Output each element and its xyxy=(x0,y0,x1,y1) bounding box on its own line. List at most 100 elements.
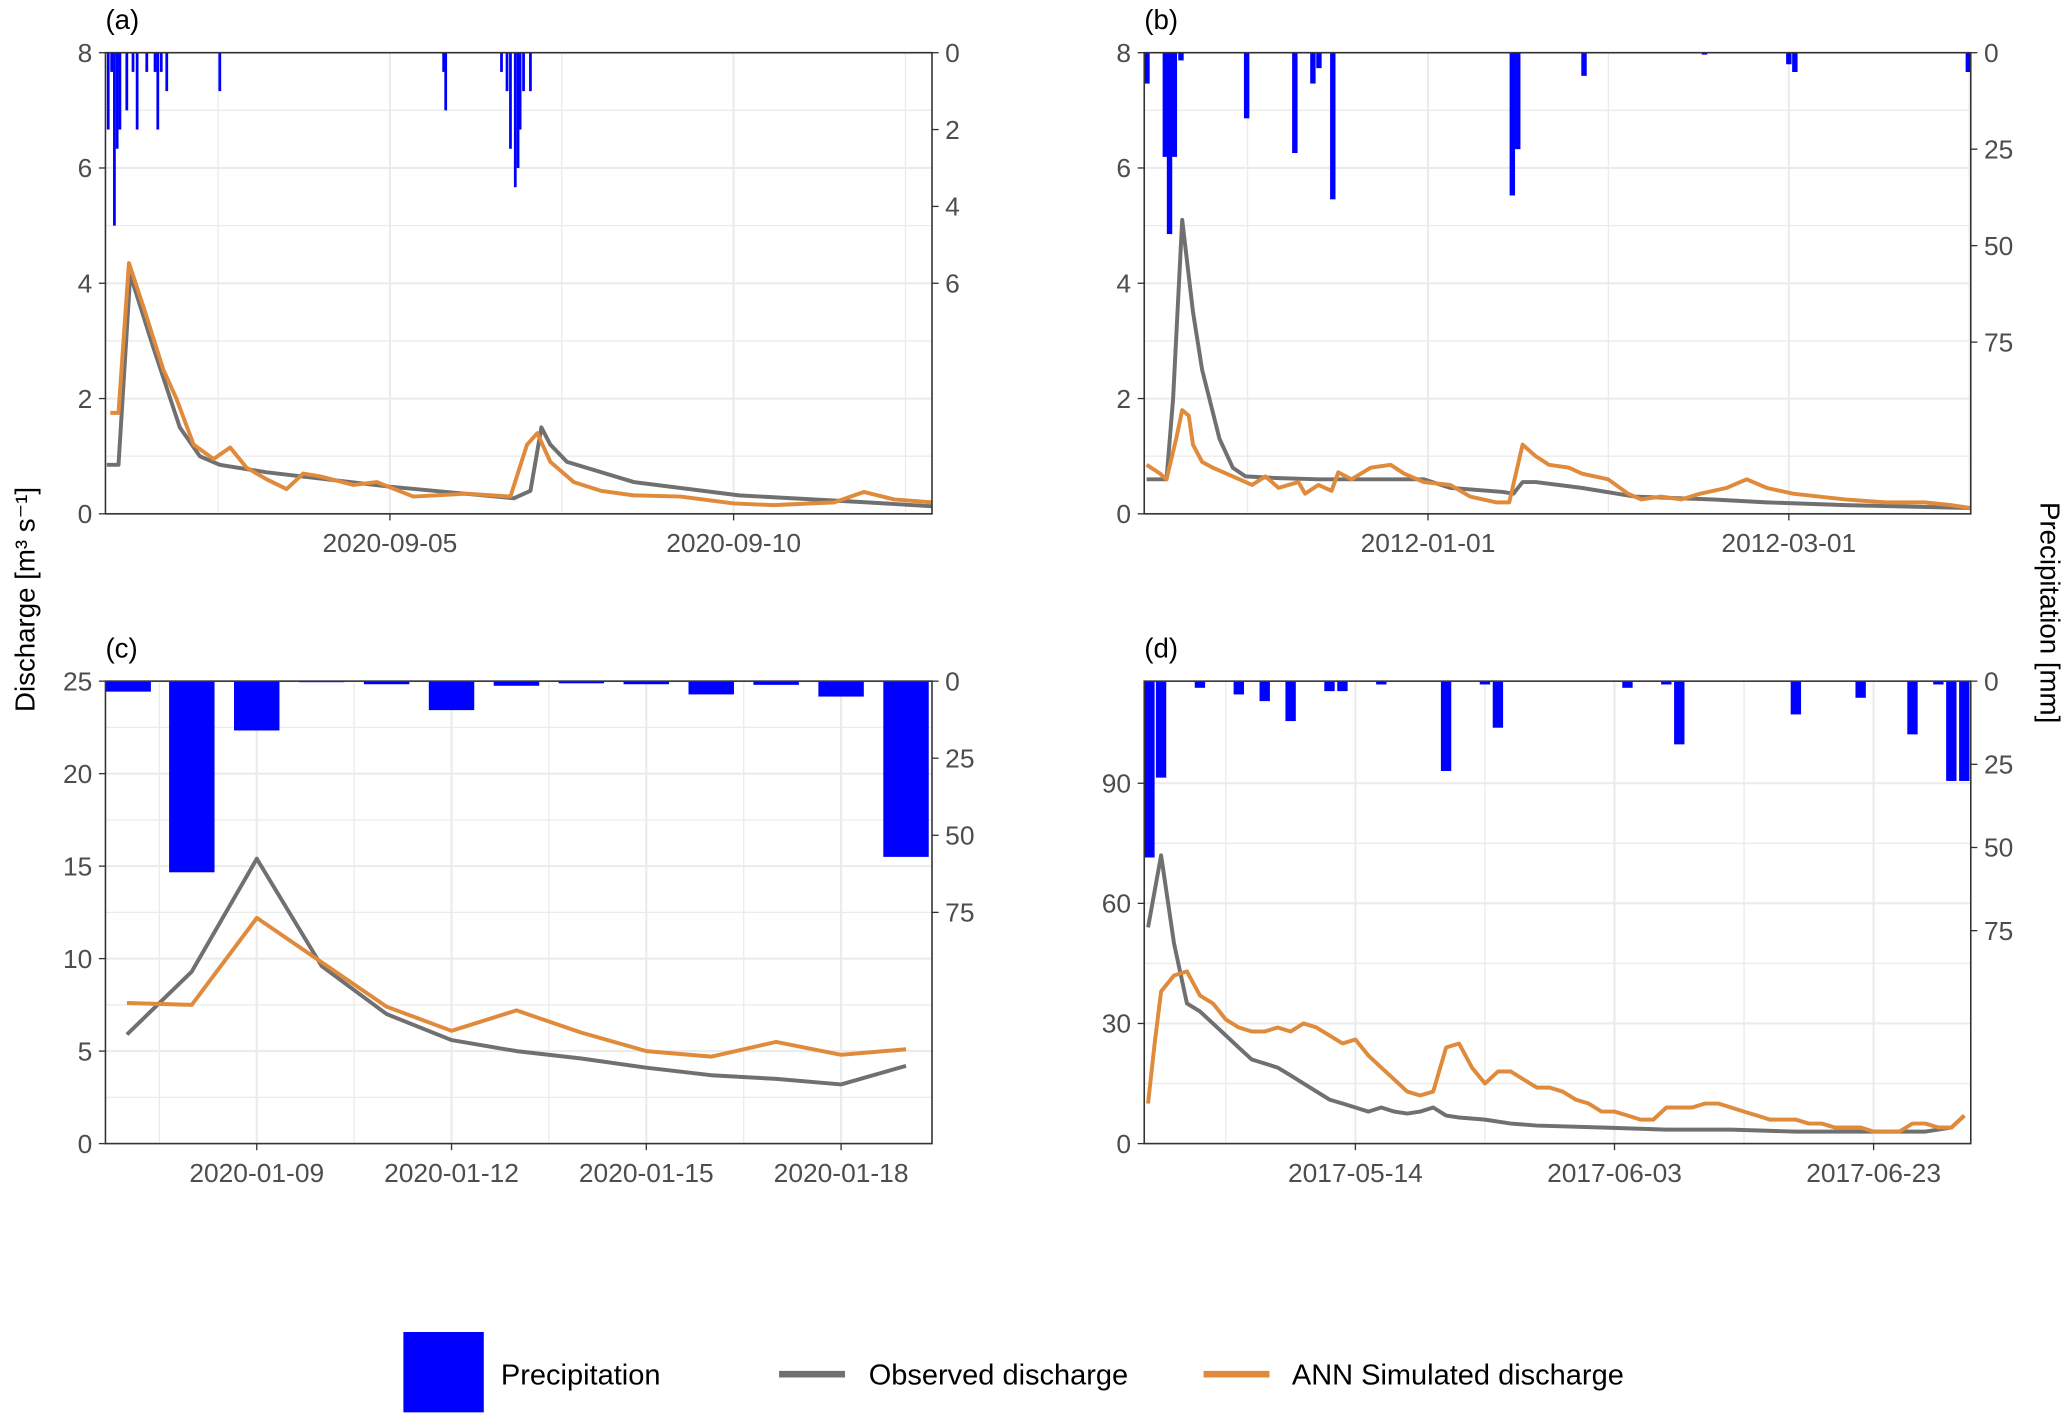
precip-bar xyxy=(115,52,119,149)
precip-bar xyxy=(688,681,734,695)
legend-precip-key xyxy=(403,1331,484,1413)
y-tick-label: 0 xyxy=(78,499,93,529)
panel-a: 0 2 4 6 8 0 2 4 6 2020-09-05 2020-09-10 (a) xyxy=(78,4,960,558)
ann-simulated-discharge-line xyxy=(110,261,933,508)
precip-bar xyxy=(1492,681,1504,728)
y2-tick-label: 50 xyxy=(1984,833,2013,863)
precip-bar xyxy=(522,52,525,92)
precip-bar xyxy=(1243,52,1250,119)
precip-bar xyxy=(1316,52,1322,69)
y2-tick-label: 4 xyxy=(945,192,960,222)
y-tick-label: 2 xyxy=(78,384,93,414)
precip-bar xyxy=(131,52,135,72)
legend-ann-label: ANN Simulated discharge xyxy=(1292,1360,1624,1392)
precip-bar xyxy=(516,52,520,168)
y2-tick-label: 50 xyxy=(945,821,974,851)
precip-bar xyxy=(428,681,475,711)
precip-bar xyxy=(1285,681,1296,722)
y2-tick-label: 6 xyxy=(945,268,960,298)
observed-discharge-line xyxy=(106,272,933,509)
y2-tick-label: 0 xyxy=(1984,666,1999,696)
y2-tick-label: 75 xyxy=(945,898,974,928)
y-tick-label: 6 xyxy=(1116,153,1131,183)
ann-simulated-discharge-line xyxy=(126,915,907,1059)
precip-bar xyxy=(493,681,540,686)
precip-bar xyxy=(1959,681,1970,781)
y2-tick-label: 75 xyxy=(1984,327,2013,357)
x-tick-label: 2020-09-05 xyxy=(323,528,458,558)
precip-bar xyxy=(1144,52,1150,84)
precip-bar xyxy=(1166,52,1173,235)
x-tick-label: 2020-01-09 xyxy=(189,1158,324,1188)
precip-bar xyxy=(1376,681,1387,685)
y-tick-label: 8 xyxy=(1116,38,1131,68)
x-tick-label: 2020-01-18 xyxy=(774,1158,909,1188)
y2-tick-label: 25 xyxy=(1984,134,2013,164)
observed-discharge-line xyxy=(125,856,907,1087)
observed-discharge-line xyxy=(1146,853,1966,1134)
panel-c: 0 5 10 15 20 25 0 25 50 75 2020-01-09 2020-01-12 202… xyxy=(63,632,975,1187)
precip-bar xyxy=(1259,681,1270,702)
precip-bar xyxy=(1509,52,1516,196)
precip-bar xyxy=(1233,681,1244,695)
precip-bar xyxy=(1292,52,1298,154)
precip-bar xyxy=(1933,681,1944,685)
y-tick-label: 4 xyxy=(1116,268,1131,298)
y-tick-label: 30 xyxy=(1102,1009,1131,1039)
precip-bar xyxy=(113,52,116,226)
precip-bar xyxy=(125,52,129,111)
y-tick-label: 15 xyxy=(63,851,92,881)
y2-tick-label: 0 xyxy=(945,666,960,696)
y-axis-title: Discharge [m³ s⁻¹] xyxy=(9,487,40,712)
precip-bar xyxy=(1855,681,1866,698)
precip-bar xyxy=(500,52,503,72)
y2-tick-label: 25 xyxy=(945,743,974,773)
precip-bar xyxy=(1946,681,1957,781)
precip-bar xyxy=(1440,681,1452,771)
y-tick-label: 0 xyxy=(78,1129,93,1159)
precip-bar xyxy=(1581,52,1587,76)
y-tick-label: 60 xyxy=(1102,889,1131,919)
precip-bar xyxy=(505,52,509,92)
x-tick-label: 2017-05-14 xyxy=(1288,1158,1423,1188)
y-tick-label: 25 xyxy=(63,666,92,696)
precip-bar xyxy=(529,52,532,92)
precip-bar xyxy=(1786,52,1792,65)
precip-bar xyxy=(110,52,114,72)
x-tick-label: 2017-06-03 xyxy=(1547,1158,1682,1188)
precip-bar xyxy=(105,681,151,692)
y2-tick-label: 0 xyxy=(945,38,960,68)
precip-bar xyxy=(883,681,929,857)
precip-bar xyxy=(818,681,864,697)
precip-bar xyxy=(1622,681,1633,688)
panel-label: (c) xyxy=(105,632,137,663)
y-tick-label: 6 xyxy=(78,153,93,183)
legend-observed-label: Observed discharge xyxy=(869,1360,1128,1392)
precip-bar xyxy=(1515,52,1521,150)
y-tick-label: 10 xyxy=(63,944,92,974)
precip-bar xyxy=(1324,681,1335,692)
precip-bar xyxy=(1144,681,1155,858)
panel-b: 0 2 4 6 8 0 25 50 75 2012-01-01 2012-03-01 (b) xyxy=(1116,4,2013,558)
precip-bar xyxy=(1178,52,1184,61)
x-tick-label: 2017-06-23 xyxy=(1806,1158,1941,1188)
y-tick-label: 90 xyxy=(1102,768,1131,798)
precip-bar xyxy=(169,681,215,873)
precip-bar xyxy=(145,52,149,72)
ann-simulated-discharge-line xyxy=(1146,969,1966,1134)
y-tick-label: 20 xyxy=(63,759,92,789)
precip-bar xyxy=(1162,52,1169,157)
x-tick-label: 2020-01-15 xyxy=(579,1158,714,1188)
precip-bar xyxy=(106,52,110,130)
precip-bar xyxy=(153,52,157,72)
precip-bar xyxy=(444,52,448,111)
y2-tick-label: 75 xyxy=(1984,916,2013,946)
precip-bar xyxy=(1337,681,1348,692)
y2-tick-label: 0 xyxy=(1984,38,1999,68)
precip-bar xyxy=(513,52,517,188)
x-tick-label: 2020-01-12 xyxy=(384,1158,519,1188)
panel-d: 0 30 60 90 0 25 50 75 2017-05-14 2017-06-03 2017-0… xyxy=(1102,632,2014,1187)
x-tick-label: 2012-03-01 xyxy=(1721,528,1856,558)
x-tick-label: 2012-01-01 xyxy=(1361,528,1496,558)
